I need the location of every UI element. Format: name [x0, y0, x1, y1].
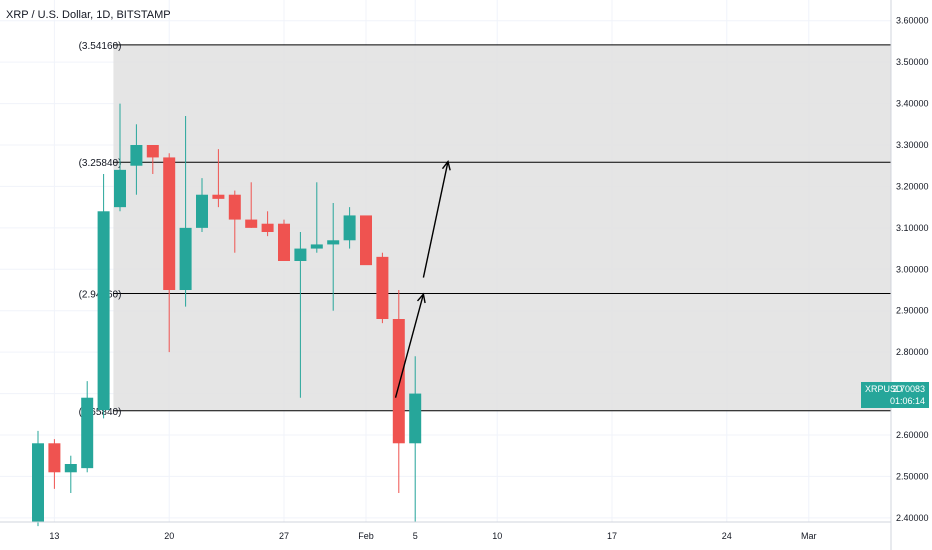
- y-tick-label: 2.90000: [896, 306, 929, 316]
- candle-body: [212, 194, 225, 199]
- x-tick-label: 10: [492, 531, 502, 541]
- chart-title: XRP / U.S. Dollar, 1D, BITSTAMP: [6, 9, 171, 21]
- candle-body: [32, 443, 44, 522]
- arrow-line: [422, 161, 449, 278]
- arrow-head: [441, 159, 451, 171]
- time-axis: 13 20 27 Feb 5 10 17 24 Mar: [49, 531, 816, 541]
- candle-body: [48, 443, 61, 473]
- y-tick-label: 2.40000: [896, 513, 929, 523]
- y-tick-label: 2.80000: [896, 347, 929, 357]
- y-tick-label: 3.30000: [896, 140, 929, 150]
- y-tick-label: 3.10000: [896, 223, 929, 233]
- x-tick-label: 13: [49, 531, 59, 541]
- badge-symbol: XRPUSD: [865, 384, 903, 395]
- arrows: [394, 159, 451, 398]
- candle-body: [376, 256, 389, 319]
- x-tick-label: Feb: [358, 531, 374, 541]
- candle-body: [64, 464, 77, 473]
- x-tick-label: 5: [413, 531, 418, 541]
- price-axis: 2.400002.500002.600002.700002.800002.900…: [896, 16, 929, 523]
- candle-body: [327, 240, 340, 245]
- candle-body: [392, 319, 405, 444]
- arrow-line: [394, 293, 425, 398]
- candle-body: [228, 194, 241, 220]
- candle-body: [261, 223, 274, 232]
- candle-body: [196, 194, 208, 228]
- candle-body: [310, 244, 323, 249]
- candle-body: [163, 157, 176, 290]
- candle-body: [81, 397, 94, 469]
- candle-body: [278, 223, 290, 261]
- y-tick-label: 3.50000: [896, 57, 929, 67]
- candles: [32, 103, 422, 527]
- candle-body: [409, 393, 422, 444]
- candle-body: [245, 219, 258, 228]
- x-tick-label: Mar: [801, 531, 817, 541]
- candle-body: [360, 215, 372, 266]
- y-tick-label: 3.00000: [896, 264, 929, 274]
- arrow-head: [416, 292, 426, 304]
- level-label: (3.54160): [79, 41, 122, 52]
- candle-body: [294, 248, 307, 261]
- candle-body: [114, 169, 126, 208]
- candle-body: [130, 145, 143, 166]
- price-zone: [113, 44, 891, 411]
- y-tick-label: 2.50000: [896, 471, 929, 481]
- x-tick-label: 20: [164, 531, 174, 541]
- candle-body: [179, 227, 192, 290]
- candle-body: [146, 145, 159, 158]
- level-label: (3.25840): [79, 158, 122, 169]
- candle-body: [97, 211, 110, 411]
- candle-body: [343, 215, 356, 241]
- badge-price: 2.70083: [892, 384, 925, 395]
- x-tick-label: 24: [722, 531, 732, 541]
- x-tick-label: 27: [279, 531, 289, 541]
- current-price-badge[interactable]: XRPUSD 2.70083 01:06:14: [861, 382, 929, 409]
- badge-countdown: 01:06:14: [889, 396, 925, 407]
- y-tick-label: 3.60000: [896, 16, 929, 26]
- y-tick-label: 3.40000: [896, 99, 929, 109]
- y-tick-label: 2.60000: [896, 430, 929, 440]
- level-label: (2.65840): [79, 407, 122, 418]
- y-tick-label: 3.20000: [896, 181, 929, 191]
- zone-rectangle: [113, 44, 891, 411]
- x-tick-label: 17: [607, 531, 617, 541]
